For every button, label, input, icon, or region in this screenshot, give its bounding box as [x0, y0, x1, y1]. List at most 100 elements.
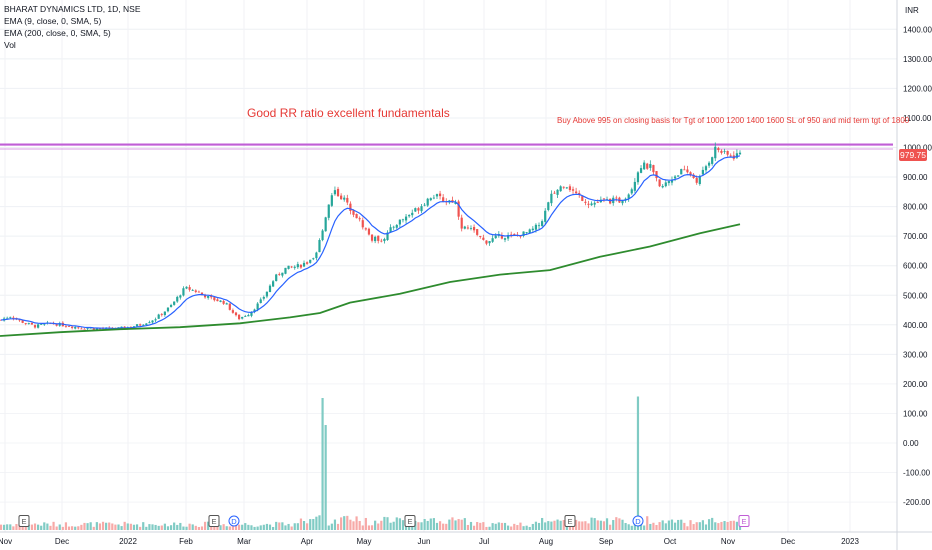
volume-bar — [435, 522, 439, 530]
volume-bar — [340, 517, 343, 530]
time-tick-label: 2022 — [119, 537, 137, 546]
candle-body — [95, 328, 98, 330]
candle-body — [247, 315, 250, 317]
candle-body — [287, 265, 290, 269]
candle-body — [435, 194, 439, 197]
ema9-line — [0, 155, 741, 330]
candle-body — [40, 324, 43, 325]
volume-bar — [559, 520, 562, 530]
volume-bar — [61, 526, 64, 530]
candle-body — [429, 198, 432, 201]
candle-body — [71, 326, 74, 328]
volume-bar — [142, 522, 145, 530]
volume-bar — [463, 518, 466, 530]
volume-bar — [670, 519, 674, 530]
volume-bar — [643, 525, 646, 530]
volume-bar — [114, 524, 117, 530]
volume-bar — [664, 523, 667, 530]
candle-body — [692, 174, 695, 178]
candle-body — [503, 238, 507, 240]
volume-bar — [506, 525, 510, 530]
candle-body — [166, 307, 170, 312]
volume-bar — [445, 523, 448, 530]
volume-bar — [237, 524, 241, 530]
candle-body — [488, 241, 491, 244]
indicator-legend: BHARAT DYNAMICS LTD, 1D, NSE EMA (9, clo… — [4, 3, 141, 51]
candle-body — [154, 319, 157, 321]
candle-body — [163, 311, 166, 316]
volume-bar — [701, 520, 704, 530]
candle-body — [364, 228, 367, 230]
dividend-marker — [632, 515, 644, 527]
volume-bar — [596, 520, 599, 530]
candle-body — [404, 216, 408, 221]
volume-bar — [37, 524, 40, 530]
candle-body — [701, 169, 704, 175]
volume-bar — [367, 525, 371, 530]
volume-bar — [27, 524, 30, 530]
volume-bar — [525, 525, 528, 530]
volume-bar — [117, 524, 120, 530]
candle-body — [568, 186, 572, 191]
candle-body — [253, 309, 256, 313]
volume-bar — [250, 525, 253, 530]
volume-bar — [460, 519, 463, 530]
price-tick-label: 1300.00 — [903, 55, 932, 64]
volume-bar — [633, 523, 636, 530]
volume-bar — [630, 525, 633, 530]
ema200-legend[interactable]: EMA (200, close, 0, SMA, 5) — [4, 28, 111, 38]
annotation-trade[interactable]: Buy Above 995 on closing basis for Tgt o… — [557, 116, 910, 125]
candle-body — [58, 323, 61, 326]
time-tick-label: Apr — [301, 537, 314, 546]
candle-body — [290, 266, 293, 268]
candle-body — [630, 189, 633, 194]
candle-body — [695, 178, 698, 183]
ema9-legend[interactable]: EMA (9, close, 0, SMA, 5) — [4, 16, 102, 26]
volume-legend[interactable]: Vol — [4, 40, 16, 50]
candle-body — [559, 186, 562, 192]
time-tick-label: Oct — [664, 537, 677, 546]
candle-body — [367, 228, 371, 235]
candle-body — [537, 225, 541, 227]
candle-body — [194, 290, 197, 292]
event-marker-label: E — [21, 517, 26, 526]
earnings-marker — [208, 515, 220, 527]
volume-bar — [247, 524, 250, 530]
volume-bar — [581, 521, 584, 530]
volume-bar — [383, 516, 386, 530]
candle-body — [197, 291, 200, 293]
event-marker-label: E — [211, 517, 216, 526]
candle-body — [457, 201, 460, 217]
volume-bar — [312, 519, 315, 530]
volume-bar — [219, 525, 222, 530]
volume-bar — [173, 522, 176, 530]
volume-bar — [281, 522, 284, 530]
volume-bar — [58, 524, 61, 530]
volume-bar — [695, 522, 698, 530]
volume-bar — [222, 524, 225, 530]
volume-bar — [55, 526, 58, 530]
volume-bar — [609, 524, 612, 530]
volume-bar — [361, 525, 364, 530]
volume-bar — [343, 516, 346, 530]
candle-body — [408, 215, 411, 217]
symbol-title[interactable]: BHARAT DYNAMICS LTD, 1D, NSE — [4, 4, 141, 14]
candle-body — [670, 179, 674, 183]
volume-bar — [176, 524, 179, 530]
annotation-main[interactable]: Good RR ratio excellent fundamentals — [247, 106, 450, 120]
candle-body — [120, 326, 123, 328]
candle-body — [250, 312, 253, 316]
volume-bar — [723, 521, 726, 530]
volume-bar — [726, 521, 729, 530]
currency-label: INR — [905, 6, 919, 15]
event-marker-label: E — [407, 517, 412, 526]
volume-bar — [64, 522, 68, 530]
volume-bar — [40, 525, 43, 530]
candle-body — [336, 188, 340, 197]
candle-body — [417, 208, 420, 211]
volume-bar — [575, 519, 578, 530]
price-tick-label: 900.00 — [903, 173, 928, 182]
candle-body — [401, 219, 405, 221]
